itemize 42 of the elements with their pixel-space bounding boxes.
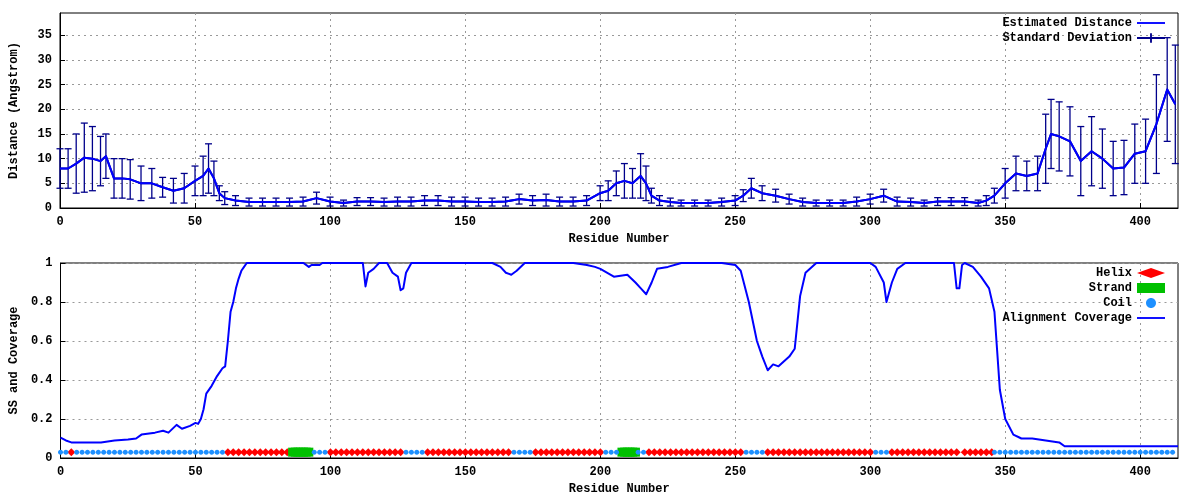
legend-label: Coil [1103,296,1132,310]
x-tick-label: 300 [859,465,882,479]
y-tick-label: 0 [45,451,53,465]
x-tick-label: 150 [454,215,476,229]
y-tick-label: 30 [37,52,52,67]
y-axis-title: SS and Coverage [7,306,21,415]
legend-label: Strand [1088,281,1132,295]
x-tick-label: 200 [589,215,611,229]
x-tick-label: 150 [454,465,477,479]
x-tick-label: 100 [319,215,341,229]
x-tick-label: 0 [56,215,64,229]
legend-label: Alignment Coverage [1002,311,1132,325]
x-tick-label: 400 [1129,215,1151,229]
x-tick-label: 400 [1129,465,1152,479]
x-tick-label: 100 [319,465,342,479]
x-tick-label: 50 [188,465,203,479]
x-axis-title: Residue Number [568,481,670,496]
x-tick-label: 300 [859,215,881,229]
legend-label: Estimated Distance [1002,16,1132,30]
y-tick-label: 1 [45,256,53,270]
legend-label: Helix [1095,266,1132,280]
y-tick-label: 0.8 [30,295,53,309]
x-tick-label: 250 [724,465,747,479]
y-tick-label: 15 [37,126,52,141]
y-axis-title: Distance (Angstrom) [7,42,21,179]
y-tick-label: 25 [37,77,52,92]
x-tick-label: 0 [56,465,65,479]
y-tick-label: 0.4 [30,373,53,387]
x-tick-label: 200 [589,465,612,479]
x-tick-label: 350 [994,215,1016,229]
y-tick-label: 0 [44,201,52,215]
y-tick-label: 5 [44,176,52,191]
y-tick-label: 0.2 [30,412,53,426]
x-tick-label: 50 [187,215,203,229]
x-tick-label: 350 [994,465,1017,479]
y-tick-label: 35 [37,28,52,43]
x-tick-label: 250 [724,215,746,229]
legend-label: Standard Deviation [1002,31,1132,45]
y-tick-label: 0.6 [30,334,53,348]
y-tick-label: 10 [37,151,52,166]
x-axis-title: Residue Number [568,231,670,246]
y-tick-label: 20 [37,102,52,117]
